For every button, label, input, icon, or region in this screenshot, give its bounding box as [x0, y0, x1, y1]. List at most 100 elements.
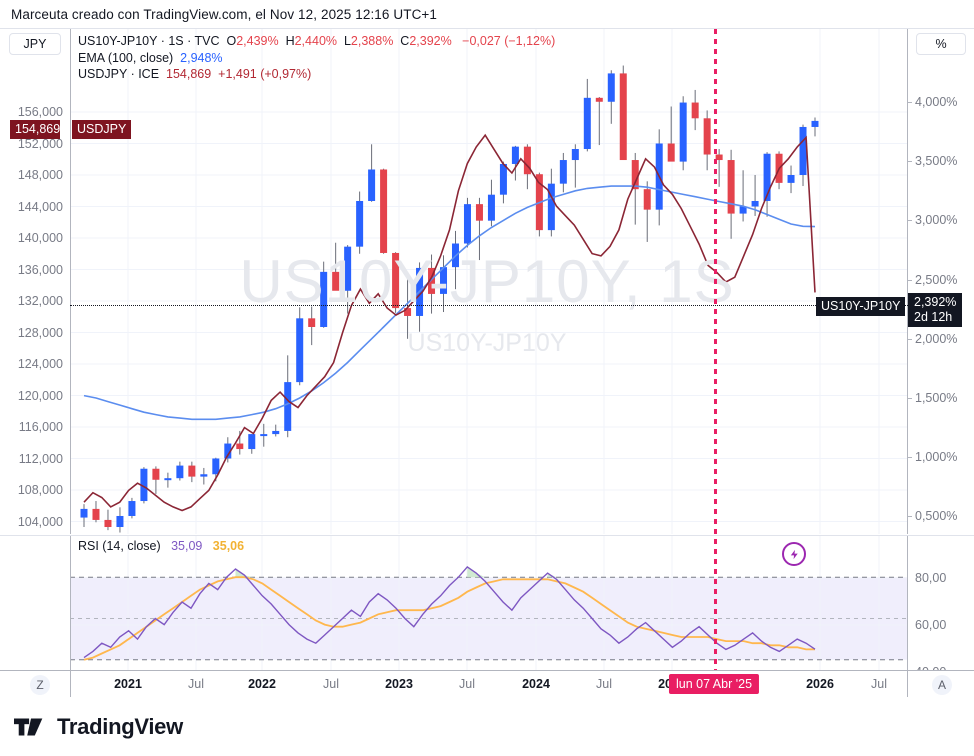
plot-wrapper: US10Y-JP10Y, 1S US10Y-JP10Y JPY 156,000 1…: [0, 29, 974, 679]
left-axis-tick: 148,000: [17, 168, 63, 182]
left-axis-tick: 112,000: [18, 451, 63, 466]
legend-low-value: 2,388%: [350, 34, 394, 48]
legend-high-value: 2,440%: [294, 34, 338, 48]
time-axis-tick: Jul: [188, 677, 204, 691]
legend-high-label: H: [285, 34, 295, 48]
left-axis-tick: 128,000: [17, 325, 63, 340]
time-axis-tick: Jul: [459, 677, 475, 691]
legend-usdjpy-title[interactable]: USDJPY · ICE: [78, 67, 160, 81]
right-axis-unit-chip[interactable]: %: [916, 33, 966, 55]
time-axis-tick: Jul: [871, 677, 887, 691]
price-plot-area[interactable]: [70, 29, 908, 534]
right-axis-tickmark: [908, 220, 912, 222]
legend-rsi-value: 35,09: [171, 539, 203, 553]
legend-low-label: L: [343, 34, 351, 48]
left-axis-tick: 116,000: [18, 420, 63, 434]
left-axis-tick: 144,000: [17, 199, 63, 214]
right-axis-tick: 3,000%: [915, 213, 958, 228]
time-axis[interactable]: Z A 2021Jul2022Jul2023Jul2024Jul20252026…: [0, 670, 974, 699]
legend-row-rsi[interactable]: RSI (14, close) 35,09 35,06: [78, 538, 244, 555]
legend-rsi-ma-value: 35,06: [212, 539, 245, 553]
left-axis-tick: 140,000: [17, 231, 63, 245]
time-axis-tick: 2024: [522, 677, 550, 691]
legend-change: −0,027 (−1,12%): [462, 34, 556, 48]
rsi-chart-canvas: [70, 536, 908, 670]
date-marker-vertical-line[interactable]: [714, 29, 717, 670]
spread-countdown: 2d 12h: [914, 310, 953, 324]
rsi-axis-tick: 60,00: [915, 618, 947, 632]
time-axis-left-divider: [70, 671, 71, 699]
tradingview-brand-text[interactable]: TradingView: [57, 713, 183, 739]
left-axis-tick: 104,000: [17, 514, 63, 529]
lightning-icon[interactable]: [782, 542, 806, 566]
right-axis-tick: 0,500%: [915, 509, 958, 524]
right-axis-tick: 3,500%: [915, 154, 958, 169]
usdjpy-symbol-tag[interactable]: USDJPY: [72, 120, 132, 139]
right-axis-tick: 2,500%: [915, 272, 958, 287]
legend-row-main[interactable]: US10Y-JP10Y · 1S · TVC O2,439% H2,440% L…: [78, 34, 556, 48]
header-caption-text: Marceuta creado con TradingView.com, el …: [11, 6, 438, 22]
left-axis-tick: 152,000: [17, 136, 63, 151]
rsi-axis-tick: 80,00: [915, 571, 947, 585]
left-axis-tick: 136,000: [17, 262, 63, 277]
auto-scale-button[interactable]: A: [932, 675, 952, 695]
left-axis-tick: 124,000: [17, 357, 63, 371]
usdjpy-price-tag[interactable]: 154,869: [10, 120, 60, 139]
time-axis-tick: Jul: [323, 677, 339, 691]
right-axis-tickmark: [908, 161, 912, 163]
right-axis-tick: 2,000%: [915, 331, 958, 346]
right-axis-tickmark: [908, 457, 912, 459]
legend-row-usdjpy[interactable]: USDJPY · ICE 154,869 +1,491 (+0,97%): [78, 66, 555, 83]
right-axis-tickmark: [908, 338, 912, 340]
legend-row-ema[interactable]: EMA (100, close) 2,948%: [78, 50, 555, 67]
legend-rsi-title[interactable]: RSI (14, close): [78, 539, 161, 553]
left-axis-tick: 120,000: [17, 388, 63, 403]
left-axis-tick: 108,000: [17, 483, 63, 497]
tradingview-logo-icon[interactable]: [14, 716, 48, 738]
time-axis-tick: 2021: [114, 677, 142, 691]
spread-symbol-tag[interactable]: US10Y-JP10Y: [816, 297, 906, 316]
zoom-out-button[interactable]: Z: [30, 675, 50, 695]
header-caption: Marceuta creado con TradingView.com, el …: [0, 0, 974, 28]
right-axis-tickmark: [908, 398, 912, 399]
legend-usdjpy-change: +1,491 (+0,97%): [218, 67, 312, 81]
spread-price-tag[interactable]: 2,392% 2d 12h: [908, 293, 963, 327]
right-axis-tickmark: [908, 516, 912, 518]
time-axis-tick: 2022: [248, 677, 276, 691]
time-axis-right-divider: [907, 671, 908, 699]
price-axis-right[interactable]: % 4,000% 3,500% 3,000% 2,500% 2,000% 1,500% 1,…: [907, 29, 974, 534]
legend-ema-value: 2,948%: [180, 50, 223, 65]
spread-price-value: 2,392%: [914, 295, 957, 309]
price-level-dotted-line: [70, 305, 908, 306]
rsi-plot-area[interactable]: [70, 536, 908, 671]
time-axis-tick: 2026: [806, 677, 834, 691]
legend-open-label: O: [226, 34, 237, 48]
rsi-legend: RSI (14, close) 35,09 35,06: [78, 538, 244, 555]
legend-usdjpy-value: 154,869: [166, 67, 212, 81]
price-axis-left[interactable]: JPY 156,000 152,000 148,000 144,000 140,000 1…: [0, 29, 71, 560]
legend-symbol[interactable]: US10Y-JP10Y: [78, 34, 158, 48]
left-axis-tick: 132,000: [17, 294, 63, 308]
price-chart-canvas: [70, 29, 908, 534]
legend-ema-title[interactable]: EMA (100, close): [78, 50, 174, 65]
footer: TradingView: [0, 697, 974, 756]
left-axis-unit-chip[interactable]: JPY: [9, 33, 61, 55]
right-axis-tickmark: [908, 279, 912, 281]
legend-close-label: C: [400, 34, 410, 48]
right-axis-tick: 1,500%: [915, 391, 958, 405]
legend-interval[interactable]: 1S: [168, 34, 184, 48]
lightning-bolt-glyph: [790, 549, 798, 559]
right-axis-tick: 1,000%: [915, 450, 958, 465]
chart-frame: US10Y-JP10Y, 1S US10Y-JP10Y JPY 156,000 1…: [0, 28, 974, 699]
chart-legend: US10Y-JP10Y · 1S · TVC O2,439% H2,440% L…: [78, 33, 555, 83]
legend-open-value: 2,439%: [236, 34, 279, 48]
right-axis-tick: 4,000%: [915, 95, 958, 109]
time-axis-tick: 2023: [385, 677, 413, 691]
rsi-axis-left: [0, 536, 71, 671]
left-axis-tick: 156,000: [17, 105, 63, 119]
price-pane[interactable]: US10Y-JP10Y, 1S US10Y-JP10Y JPY 156,000 1…: [0, 29, 974, 566]
legend-close-value: 2,392%: [409, 34, 452, 48]
date-marker-badge[interactable]: lun 07 Abr '25: [668, 674, 760, 694]
